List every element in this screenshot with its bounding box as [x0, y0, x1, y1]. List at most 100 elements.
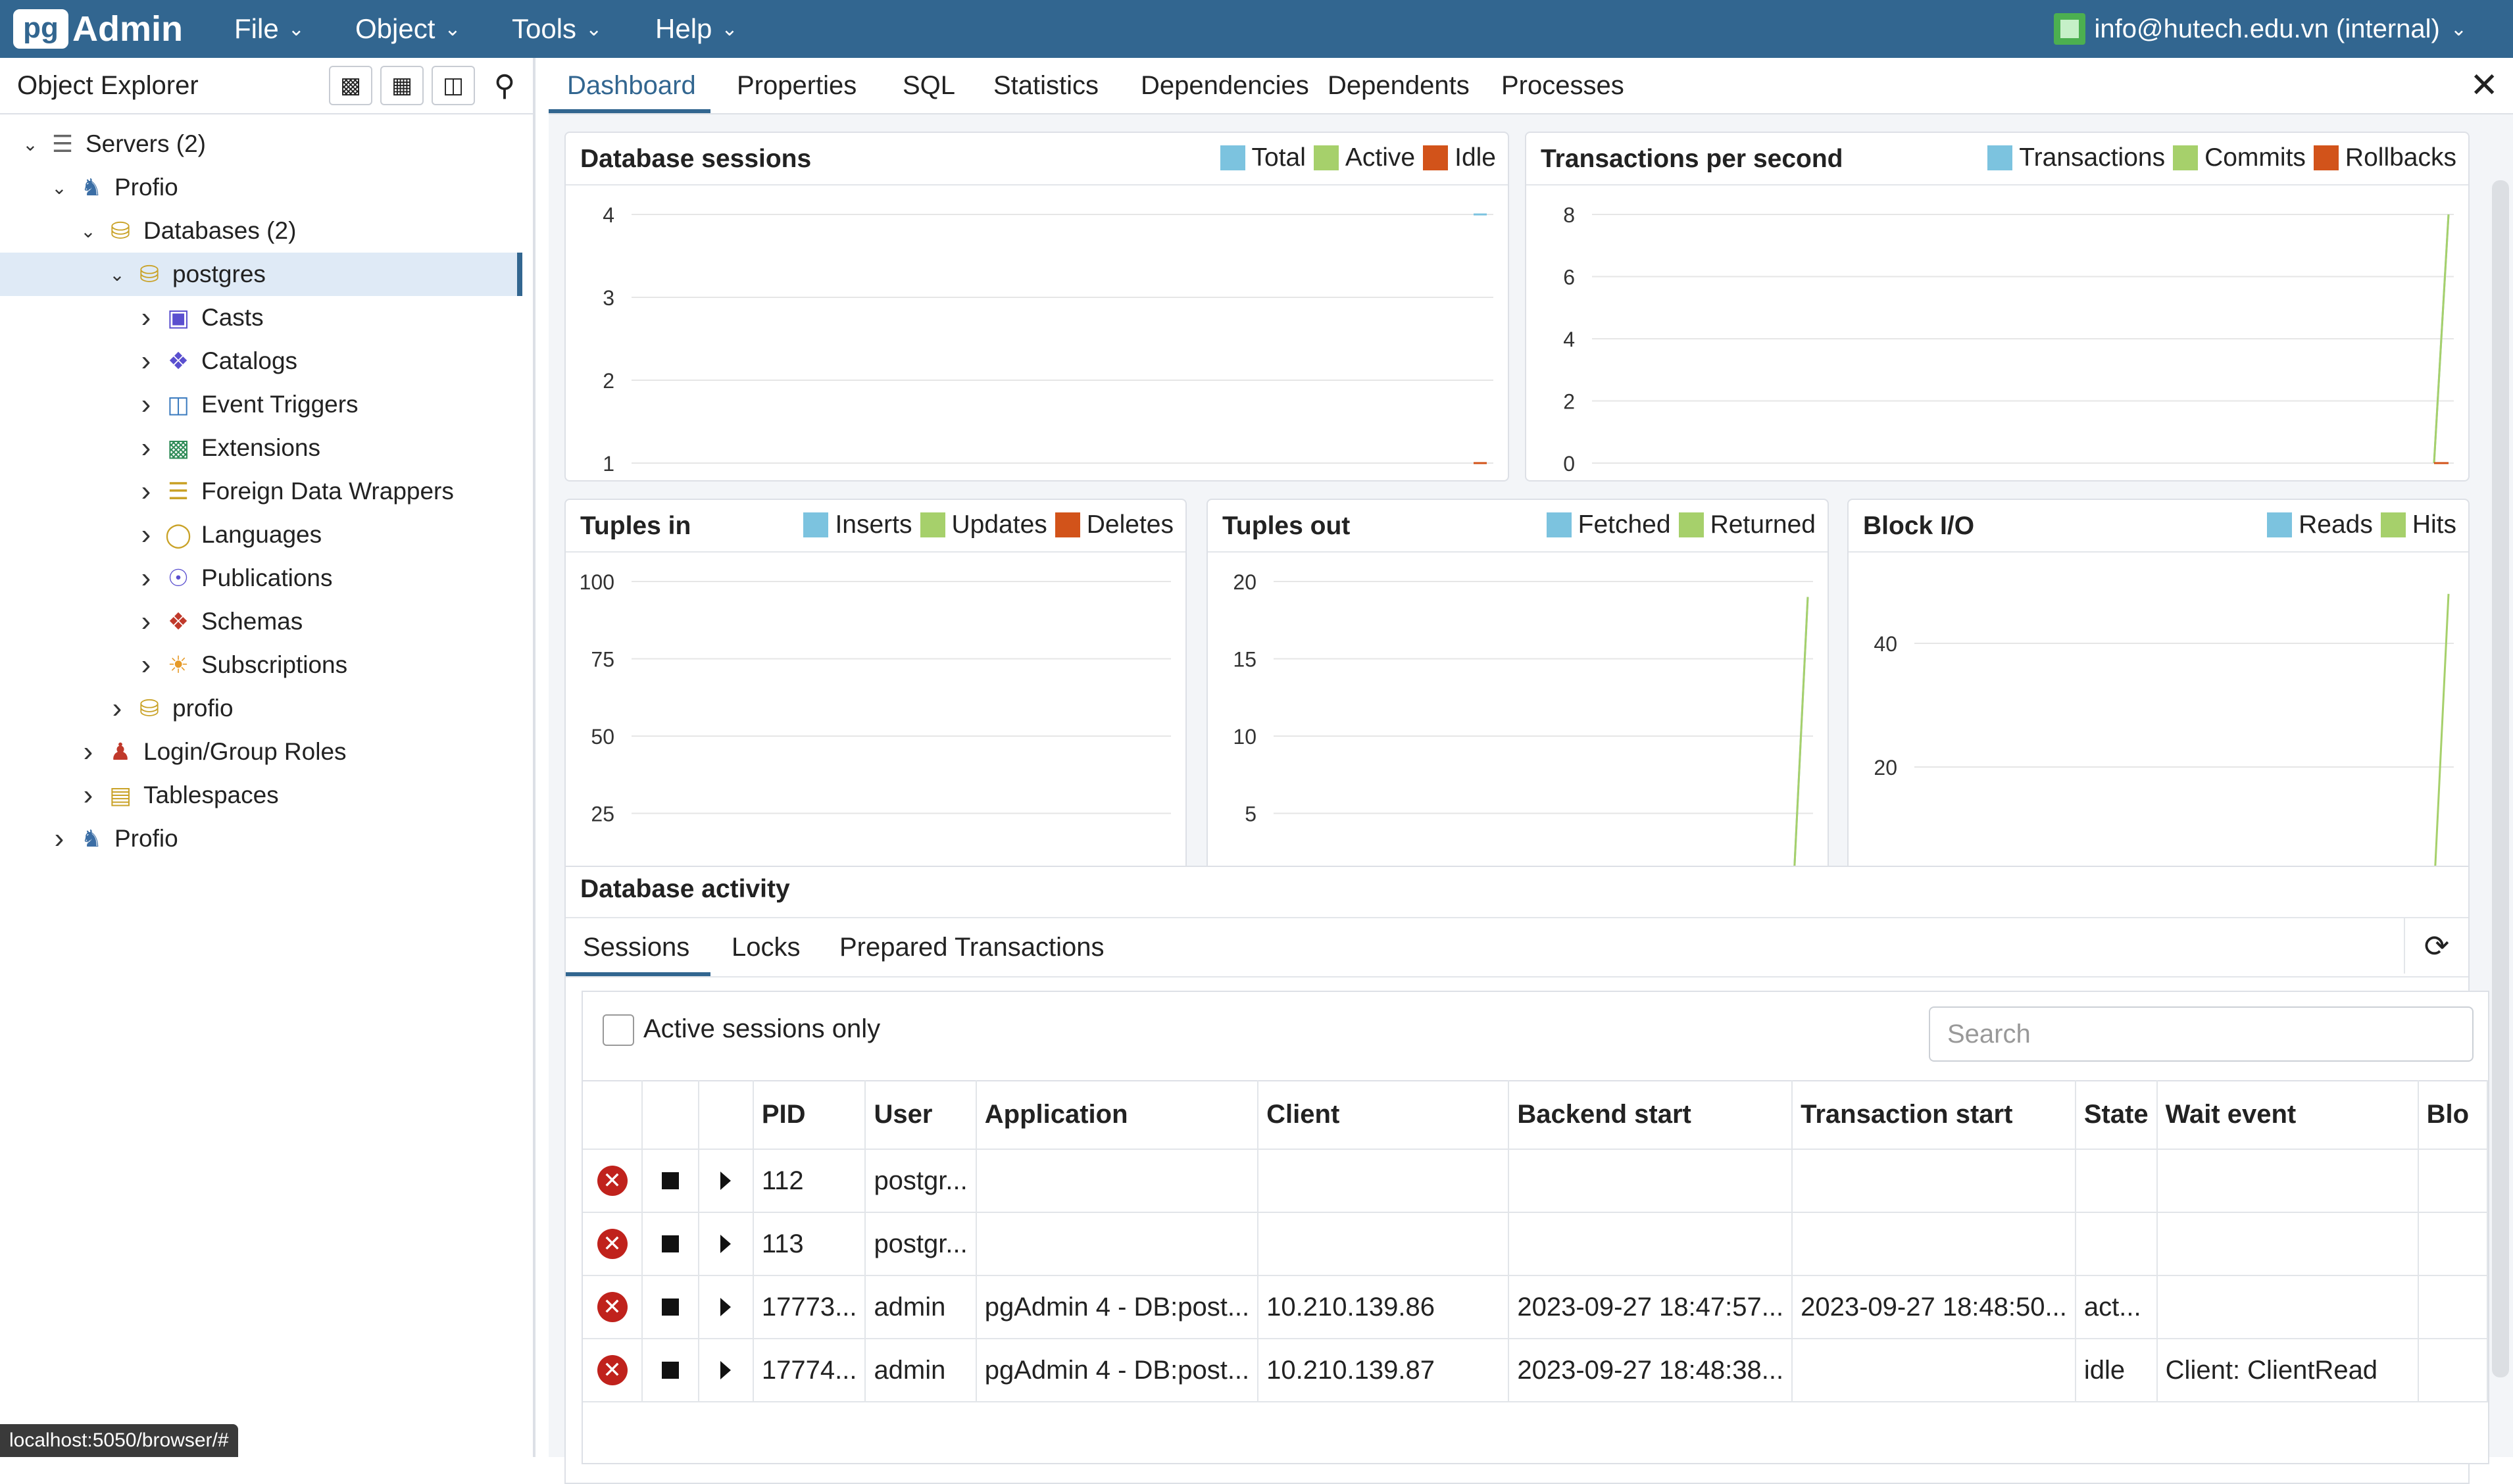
- column-header: [698, 1080, 754, 1150]
- column-header[interactable]: Transaction start: [1792, 1080, 2076, 1150]
- filtered-rows-button[interactable]: ◫: [432, 66, 475, 105]
- chevron-right-icon[interactable]: ›: [83, 735, 93, 768]
- active-sessions-checkbox[interactable]: [603, 1014, 634, 1046]
- tab-sessions[interactable]: Sessions: [566, 918, 710, 976]
- menu-help[interactable]: Help ⌄: [655, 0, 738, 58]
- tab-properties[interactable]: Properties: [737, 71, 857, 100]
- legend-swatch: [2313, 145, 2339, 170]
- tree-item-schemas[interactable]: › ❖ Schemas: [0, 600, 520, 643]
- tab-prepared-transactions[interactable]: Prepared Transactions: [839, 933, 1105, 962]
- refresh-button[interactable]: ⟳: [2404, 918, 2468, 974]
- chevron-right-icon[interactable]: ›: [112, 692, 122, 724]
- column-header[interactable]: Client: [1258, 1080, 1510, 1150]
- tree-item-databases-2[interactable]: ⌄ ⛁ Databases (2): [0, 209, 520, 253]
- cancel-query-icon[interactable]: [661, 1298, 679, 1316]
- expand-row-icon[interactable]: [720, 1361, 732, 1379]
- terminate-session-icon[interactable]: ✕: [597, 1355, 628, 1385]
- column-header[interactable]: Backend start: [1508, 1080, 1793, 1150]
- cancel-query-icon[interactable]: [661, 1362, 679, 1379]
- tree-item-casts[interactable]: › ▣ Casts: [0, 296, 520, 339]
- tree-item-catalogs[interactable]: › ❖ Catalogs: [0, 339, 520, 383]
- tree-item-profio[interactable]: › ♞ Profio: [0, 817, 520, 860]
- expand-row-icon[interactable]: [720, 1235, 732, 1253]
- table-row[interactable]: ✕ 17774... admin pgAdmin 4 - DB:post... 10.2…: [583, 1339, 2489, 1402]
- chevron-down-icon[interactable]: ⌄: [80, 220, 96, 241]
- pgadmin-logo[interactable]: pg Admin: [13, 8, 183, 50]
- cell-backend-start: 2023-09-27 18:48:38...: [1508, 1339, 1793, 1402]
- tree-item-subscriptions[interactable]: › ☀ Subscriptions: [0, 643, 520, 687]
- tree-item-foreign-data-wrappers[interactable]: › ☰ Foreign Data Wrappers: [0, 470, 520, 513]
- chevron-down-icon[interactable]: ⌄: [51, 177, 67, 198]
- cell-blocking: [2418, 1339, 2489, 1402]
- chevron-right-icon[interactable]: ›: [83, 779, 93, 811]
- tab-dashboard[interactable]: Dashboard: [549, 58, 710, 113]
- cancel-query-icon[interactable]: [661, 1172, 679, 1189]
- tree-item-label: Casts: [201, 304, 264, 331]
- tree-item-publications[interactable]: › ☉ Publications: [0, 556, 520, 600]
- cell-wait-event: [2156, 1149, 2419, 1213]
- vertical-scrollbar[interactable]: [2492, 180, 2509, 1377]
- tree-item-profio[interactable]: ⌄ ♞ Profio: [0, 166, 520, 209]
- y-tick-label: 6: [1563, 266, 1575, 289]
- tree-item-postgres[interactable]: ⌄ ⛁ postgres: [0, 253, 522, 296]
- chevron-down-icon[interactable]: ⌄: [22, 134, 38, 155]
- cell-backend-start: [1508, 1149, 1793, 1213]
- cell-blocking: [2418, 1275, 2489, 1339]
- refresh-icon: ⟳: [2424, 929, 2450, 963]
- chevron-right-icon[interactable]: ›: [141, 345, 151, 377]
- column-header[interactable]: Blo: [2418, 1080, 2489, 1150]
- table-row[interactable]: ✕ 113 postgr...: [583, 1212, 2489, 1276]
- tree-item-profio[interactable]: › ⛁ profio: [0, 687, 520, 730]
- query-tool-button[interactable]: ▩: [329, 66, 372, 105]
- close-icon[interactable]: ✕: [2470, 66, 2499, 105]
- tree-item-label: profio: [172, 695, 234, 722]
- terminate-session-icon[interactable]: ✕: [597, 1166, 628, 1196]
- chevron-right-icon[interactable]: ›: [141, 301, 151, 334]
- action-cell: [642, 1339, 699, 1402]
- expand-row-icon[interactable]: [720, 1172, 732, 1190]
- column-header[interactable]: PID: [753, 1080, 866, 1150]
- column-header[interactable]: State: [2075, 1080, 2158, 1150]
- tree-item-languages[interactable]: › ◯ Languages: [0, 513, 520, 556]
- chevron-right-icon[interactable]: ›: [141, 388, 151, 420]
- column-header[interactable]: Wait event: [2156, 1080, 2419, 1150]
- tab-processes[interactable]: Processes: [1501, 71, 1624, 100]
- tree-item-extensions[interactable]: › ▩ Extensions: [0, 426, 520, 470]
- server-elephant-icon: ♞: [80, 174, 103, 201]
- terminate-session-icon[interactable]: ✕: [597, 1229, 628, 1259]
- tab-sql[interactable]: SQL: [903, 71, 956, 100]
- terminate-session-icon[interactable]: ✕: [597, 1292, 628, 1322]
- column-header[interactable]: User: [865, 1080, 977, 1150]
- view-data-button[interactable]: ▦: [380, 66, 424, 105]
- table-row[interactable]: ✕ 112 postgr...: [583, 1149, 2489, 1213]
- menu-object[interactable]: Object ⌄: [355, 0, 461, 58]
- tree-item-login-group-roles[interactable]: › ♟ Login/Group Roles: [0, 730, 520, 774]
- search-objects-button[interactable]: ⚲: [483, 66, 526, 105]
- chevron-down-icon: ⌄: [287, 18, 305, 40]
- tree-item-event-triggers[interactable]: › ◫ Event Triggers: [0, 383, 520, 426]
- tree-item-tablespaces[interactable]: › ▤ Tablespaces: [0, 774, 520, 817]
- action-cell: [698, 1149, 754, 1213]
- user-menu[interactable]: info@hutech.edu.vn (internal) ⌄: [2053, 0, 2467, 58]
- chevron-right-icon[interactable]: ›: [141, 605, 151, 637]
- cancel-query-icon[interactable]: [661, 1235, 679, 1252]
- menu-tools[interactable]: Tools ⌄: [512, 0, 602, 58]
- tab-locks[interactable]: Locks: [732, 933, 801, 962]
- expand-row-icon[interactable]: [720, 1298, 732, 1316]
- tab-statistics[interactable]: Statistics: [993, 71, 1099, 100]
- chevron-right-icon[interactable]: ›: [141, 562, 151, 594]
- column-header[interactable]: Application: [976, 1080, 1259, 1150]
- chevron-down-icon[interactable]: ⌄: [109, 264, 125, 285]
- sessions-search-input[interactable]: [1929, 1006, 2474, 1062]
- tree-item-label: Databases (2): [143, 217, 297, 244]
- chevron-right-icon[interactable]: ›: [141, 518, 151, 551]
- chevron-right-icon[interactable]: ›: [54, 822, 64, 854]
- tab-dependents[interactable]: Dependents: [1328, 71, 1470, 100]
- menu-file[interactable]: File ⌄: [234, 0, 305, 58]
- tab-dependencies[interactable]: Dependencies: [1141, 71, 1309, 100]
- table-row[interactable]: ✕ 17773... admin pgAdmin 4 - DB:post... 10.2…: [583, 1275, 2489, 1339]
- chevron-right-icon[interactable]: ›: [141, 432, 151, 464]
- tree-item-servers-2[interactable]: ⌄ ☰ Servers (2): [0, 122, 520, 166]
- chevron-right-icon[interactable]: ›: [141, 649, 151, 681]
- chevron-right-icon[interactable]: ›: [141, 475, 151, 507]
